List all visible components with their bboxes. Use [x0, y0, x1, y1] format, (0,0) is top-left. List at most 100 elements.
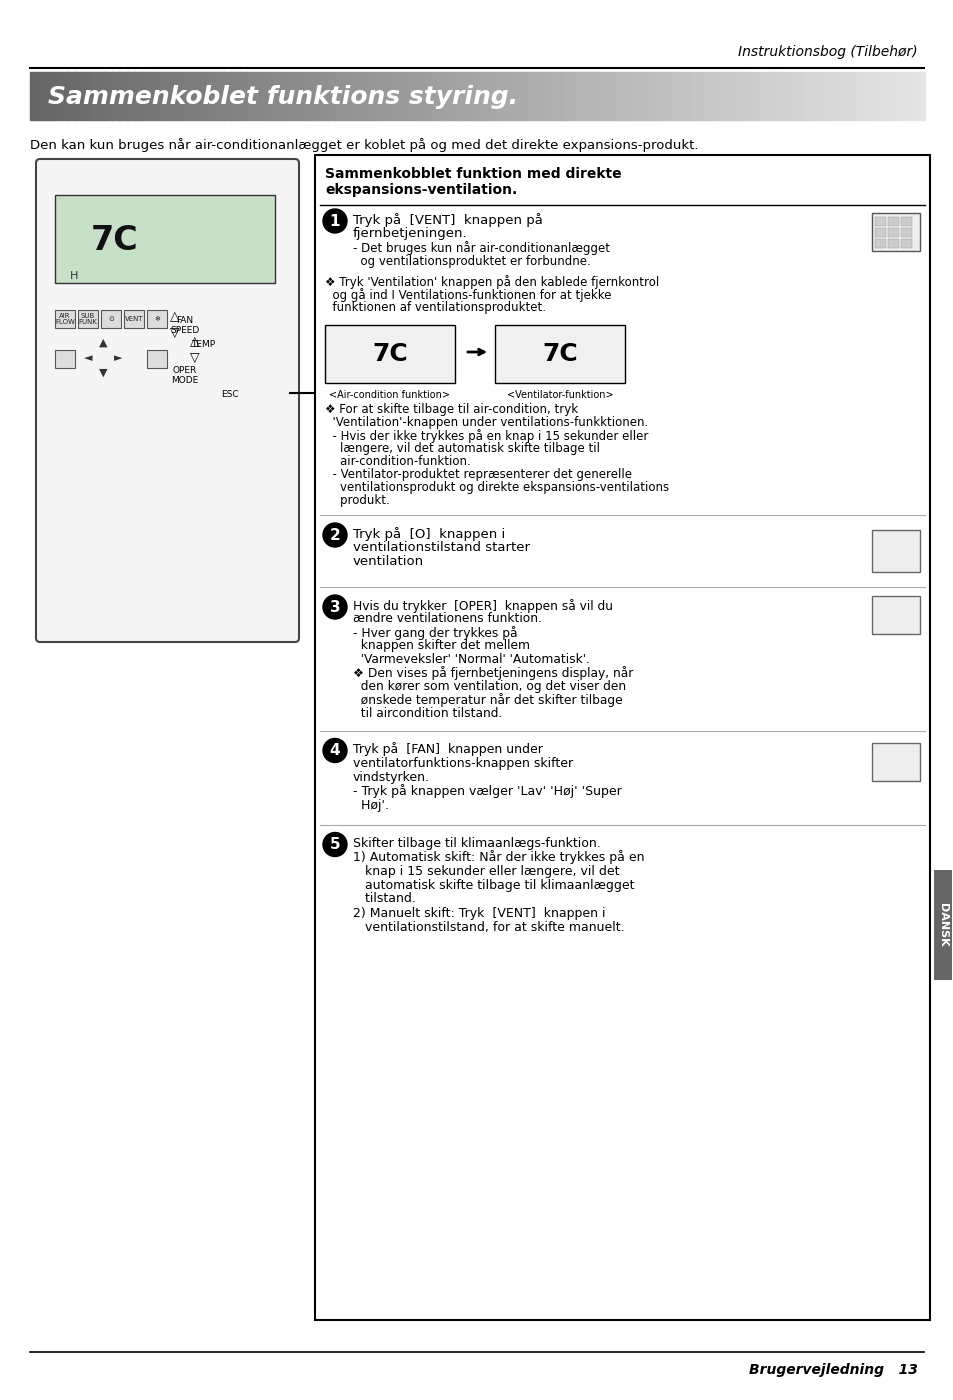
Text: ventilationstilstand, for at skifte manuelt.: ventilationstilstand, for at skifte manu…	[353, 921, 624, 934]
Text: ekspansions-ventilation.: ekspansions-ventilation.	[325, 183, 517, 197]
Bar	[231, 71, 239, 120]
Bar	[514, 71, 522, 120]
Text: automatisk skifte tilbage til klimaanlægget: automatisk skifte tilbage til klimaanlæg…	[353, 879, 634, 892]
Bar	[82, 71, 91, 120]
Bar	[781, 71, 790, 120]
Text: og ventilationsproduktet er forbundne.: og ventilationsproduktet er forbundne.	[353, 255, 590, 267]
Bar	[908, 71, 917, 120]
Bar	[179, 71, 187, 120]
Bar	[834, 71, 842, 120]
Bar	[633, 71, 641, 120]
Text: knappen skifter det mellem: knappen skifter det mellem	[353, 640, 530, 652]
Bar	[476, 71, 485, 120]
Bar	[848, 71, 857, 120]
Bar	[164, 71, 172, 120]
Bar	[156, 71, 165, 120]
Bar	[662, 71, 671, 120]
Bar	[887, 228, 898, 237]
Text: 3: 3	[330, 599, 340, 615]
Bar	[379, 71, 388, 120]
Bar	[147, 350, 167, 368]
Bar	[439, 71, 448, 120]
Bar	[933, 869, 951, 980]
Bar	[611, 71, 618, 120]
Text: Høj'.: Høj'.	[353, 798, 389, 812]
Bar	[678, 71, 686, 120]
Bar	[74, 71, 83, 120]
Bar	[55, 195, 274, 283]
Text: ventilationstilstand starter: ventilationstilstand starter	[353, 540, 530, 554]
Bar	[97, 71, 106, 120]
FancyBboxPatch shape	[36, 160, 298, 643]
Bar	[760, 71, 768, 120]
Text: Instruktionsbog (Tilbehør): Instruktionsbog (Tilbehør)	[738, 45, 917, 59]
Text: Tryk på  [FAN]  knappen under: Tryk på [FAN] knappen under	[353, 742, 542, 756]
Bar	[45, 71, 53, 120]
Bar	[789, 71, 798, 120]
Bar	[357, 71, 366, 120]
Text: 5: 5	[330, 837, 340, 853]
Text: ▽: ▽	[170, 326, 179, 339]
Bar	[871, 742, 919, 781]
Bar	[60, 71, 69, 120]
Bar	[900, 217, 911, 225]
Text: 7C: 7C	[541, 342, 578, 365]
Text: 'Ventilation'-knappen under ventilations-funkktionen.: 'Ventilation'-knappen under ventilations…	[325, 416, 648, 428]
Bar	[603, 71, 612, 120]
Text: - Tryk på knappen vælger 'Lav' 'Høj' 'Super: - Tryk på knappen vælger 'Lav' 'Høj' 'Su…	[353, 784, 621, 798]
Bar	[900, 239, 911, 248]
Text: - Hvis der ikke trykkes på en knap i 15 sekunder eller: - Hvis der ikke trykkes på en knap i 15 …	[325, 428, 648, 442]
Bar	[67, 71, 75, 120]
Text: 4: 4	[330, 743, 340, 757]
Text: produkt.: produkt.	[325, 494, 390, 507]
Bar	[580, 71, 589, 120]
Bar	[588, 71, 597, 120]
Text: TEMP: TEMP	[191, 340, 214, 349]
Text: <Ventilator-funktion>: <Ventilator-funktion>	[506, 391, 613, 400]
Bar	[134, 71, 143, 120]
Text: tilstand.: tilstand.	[353, 893, 416, 906]
Text: til aircondition tilstand.: til aircondition tilstand.	[353, 707, 502, 720]
Text: Den kan kun bruges når air-conditionanlægget er koblet på og med det direkte exp: Den kan kun bruges når air-conditionanlæ…	[30, 139, 698, 153]
Bar	[887, 239, 898, 248]
Bar	[521, 71, 530, 120]
Bar	[209, 71, 217, 120]
Bar	[722, 71, 731, 120]
Text: H: H	[70, 272, 78, 281]
Bar	[342, 71, 351, 120]
Bar	[625, 71, 634, 120]
Bar	[305, 71, 314, 120]
Text: Sammenkobblet funktion med direkte: Sammenkobblet funktion med direkte	[325, 167, 621, 181]
Bar	[871, 596, 919, 634]
Bar	[78, 309, 98, 328]
Text: 2: 2	[330, 528, 340, 542]
Bar	[879, 71, 887, 120]
Bar	[536, 71, 544, 120]
Bar	[685, 71, 694, 120]
Circle shape	[323, 524, 347, 547]
Bar	[328, 71, 336, 120]
Text: ESC: ESC	[221, 391, 238, 399]
Text: OPER
MODE: OPER MODE	[172, 365, 198, 385]
Bar	[874, 217, 885, 225]
Bar	[455, 71, 462, 120]
Bar	[901, 71, 909, 120]
Bar	[124, 309, 144, 328]
Bar	[886, 71, 894, 120]
Bar	[752, 71, 760, 120]
Text: Hvis du trykker  [OPER]  knappen så vil du: Hvis du trykker [OPER] knappen så vil du	[353, 599, 613, 613]
Bar	[314, 155, 929, 1320]
Bar	[291, 71, 299, 120]
Bar	[119, 71, 128, 120]
Text: DANSK: DANSK	[937, 903, 947, 946]
Text: ❖ Tryk 'Ventilation' knappen på den kablede fjernkontrol: ❖ Tryk 'Ventilation' knappen på den kabl…	[325, 274, 659, 288]
Bar	[387, 71, 395, 120]
Bar	[37, 71, 46, 120]
Circle shape	[323, 739, 347, 763]
Bar	[730, 71, 738, 120]
Bar	[492, 71, 499, 120]
Text: △: △	[190, 335, 199, 349]
Text: ventilation: ventilation	[353, 554, 424, 568]
Bar	[30, 71, 38, 120]
Text: knap i 15 sekunder eller længere, vil det: knap i 15 sekunder eller længere, vil de…	[353, 864, 618, 878]
